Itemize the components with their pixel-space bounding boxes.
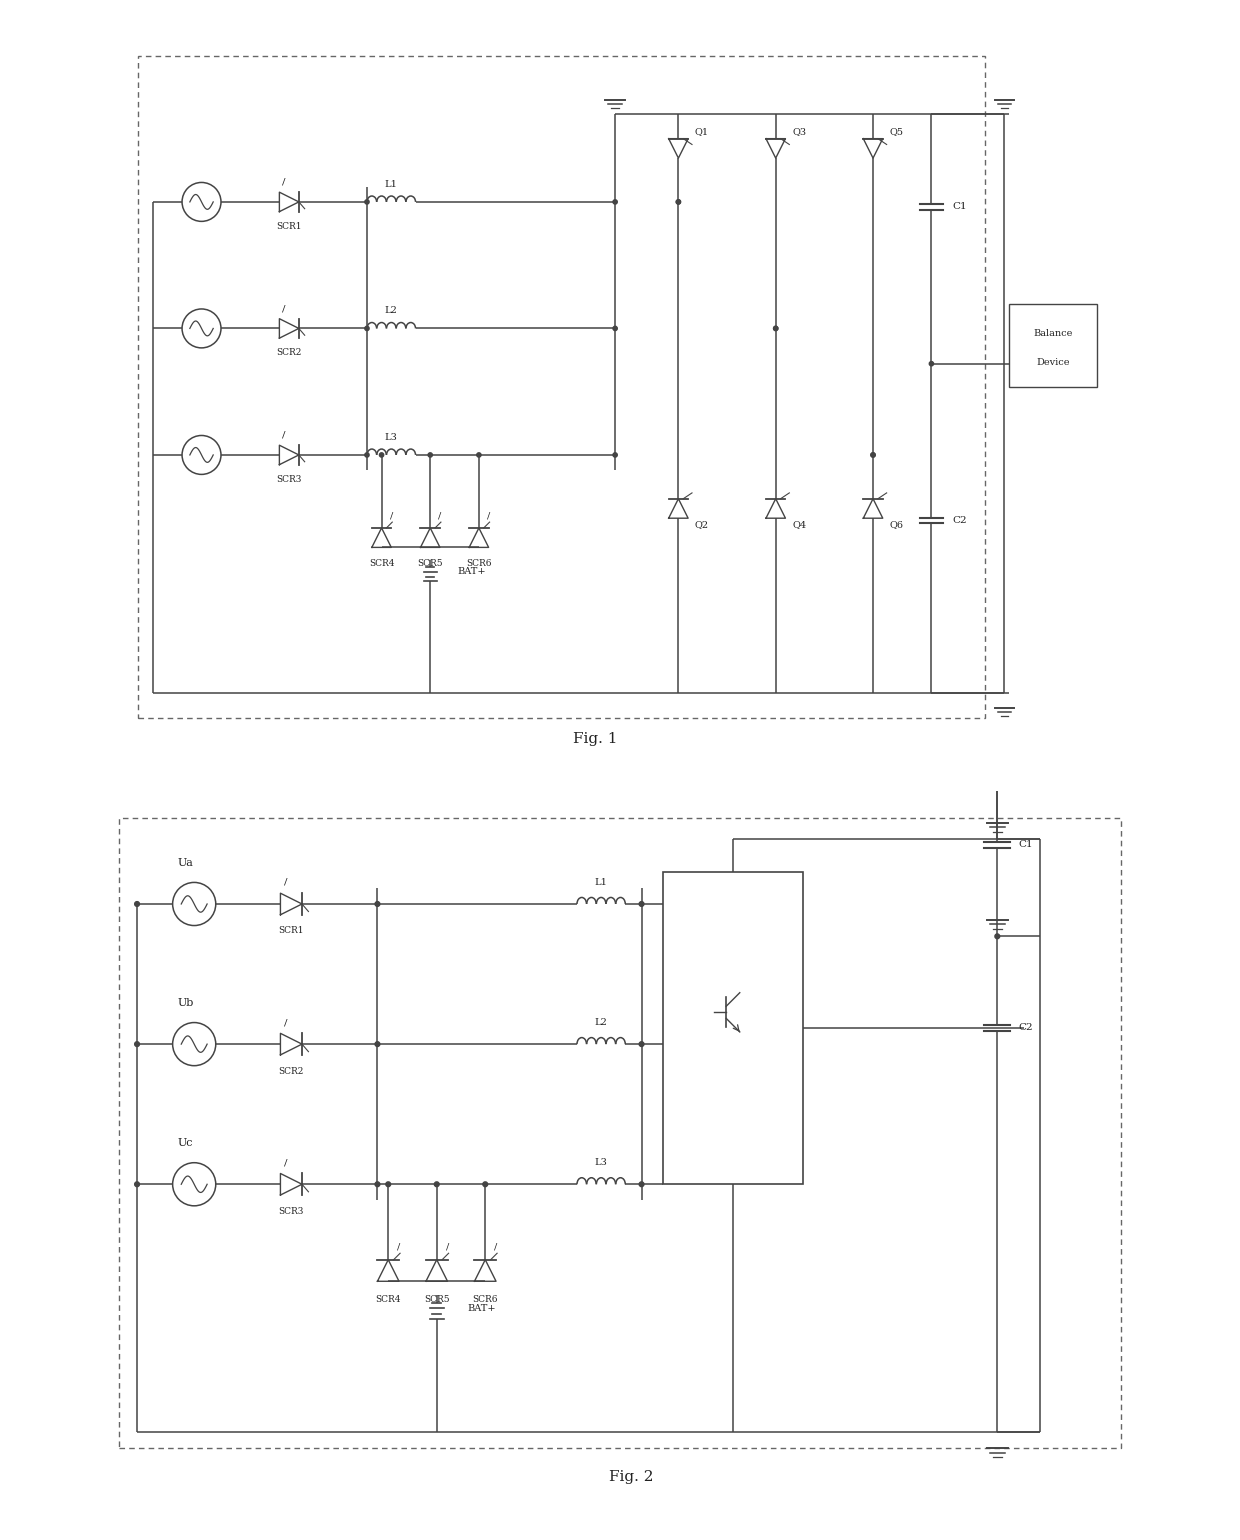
Circle shape: [386, 1181, 391, 1187]
Text: /: /: [284, 1018, 288, 1027]
Text: Ua: Ua: [177, 858, 193, 869]
Circle shape: [379, 453, 383, 457]
Circle shape: [482, 1181, 487, 1187]
Circle shape: [135, 901, 139, 907]
Bar: [1009, 303, 1097, 387]
Circle shape: [476, 453, 481, 457]
Text: Uc: Uc: [177, 1138, 193, 1149]
Text: L1: L1: [595, 878, 608, 887]
Circle shape: [428, 453, 433, 457]
Circle shape: [434, 1181, 439, 1187]
Circle shape: [365, 200, 370, 205]
Circle shape: [613, 326, 618, 331]
Text: Fig. 1: Fig. 1: [573, 732, 618, 745]
Text: SCR3: SCR3: [277, 474, 301, 484]
Text: SCR5: SCR5: [424, 1295, 450, 1304]
Bar: [663, 872, 804, 1184]
Text: Fig. 2: Fig. 2: [609, 1471, 653, 1485]
Text: SCR6: SCR6: [472, 1295, 498, 1304]
Circle shape: [639, 1041, 644, 1047]
Text: BAT+: BAT+: [458, 567, 486, 576]
Text: SCR5: SCR5: [418, 559, 443, 568]
Circle shape: [639, 1181, 644, 1187]
Text: SCR2: SCR2: [277, 348, 301, 357]
Circle shape: [639, 901, 644, 907]
Text: SCR1: SCR1: [279, 927, 304, 935]
Text: SCR2: SCR2: [279, 1067, 304, 1075]
Circle shape: [613, 200, 618, 205]
Text: SCR6: SCR6: [466, 559, 491, 568]
Text: C1: C1: [1019, 841, 1033, 849]
Text: Q6: Q6: [889, 521, 904, 530]
Circle shape: [365, 453, 370, 457]
Text: C2: C2: [952, 516, 967, 525]
Text: Ub: Ub: [177, 998, 193, 1009]
Text: BAT+: BAT+: [467, 1304, 496, 1312]
Circle shape: [676, 200, 681, 205]
Text: Q3: Q3: [792, 128, 806, 137]
Circle shape: [774, 326, 777, 331]
Text: Device: Device: [1037, 357, 1070, 367]
Text: /: /: [389, 511, 393, 521]
Circle shape: [774, 326, 777, 331]
Text: C1: C1: [952, 202, 967, 211]
Text: SCR4: SCR4: [368, 559, 394, 568]
Text: L3: L3: [384, 433, 398, 442]
Circle shape: [870, 453, 875, 457]
Text: SCR4: SCR4: [376, 1295, 401, 1304]
Text: L3: L3: [595, 1158, 608, 1167]
Bar: [139, 55, 985, 718]
Text: /: /: [283, 179, 286, 186]
Circle shape: [374, 1041, 379, 1047]
Text: /: /: [495, 1243, 497, 1252]
Text: SCR1: SCR1: [277, 222, 301, 231]
Text: /: /: [284, 878, 288, 887]
Text: /: /: [397, 1243, 401, 1252]
Text: /: /: [284, 1158, 288, 1167]
Circle shape: [613, 453, 618, 457]
Text: /: /: [283, 431, 286, 440]
Text: Q5: Q5: [889, 128, 904, 137]
Text: SCR3: SCR3: [279, 1207, 304, 1215]
Circle shape: [870, 453, 875, 457]
Text: L2: L2: [595, 1018, 608, 1027]
Circle shape: [135, 1181, 139, 1187]
Circle shape: [365, 326, 370, 331]
Circle shape: [929, 362, 934, 367]
Text: /: /: [446, 1243, 449, 1252]
Circle shape: [676, 200, 681, 205]
Bar: [119, 818, 1121, 1448]
Circle shape: [135, 1041, 139, 1047]
Text: Q2: Q2: [694, 521, 709, 530]
Text: /: /: [438, 511, 441, 521]
Text: Q1: Q1: [694, 128, 709, 137]
Circle shape: [374, 901, 379, 907]
Text: C2: C2: [1019, 1024, 1033, 1032]
Text: /: /: [487, 511, 490, 521]
Text: L1: L1: [384, 180, 398, 189]
Circle shape: [994, 933, 999, 939]
Circle shape: [374, 1181, 379, 1187]
Text: L2: L2: [384, 306, 398, 316]
Text: Balance: Balance: [1033, 328, 1073, 337]
Text: Q4: Q4: [792, 521, 806, 530]
Text: /: /: [283, 305, 286, 314]
